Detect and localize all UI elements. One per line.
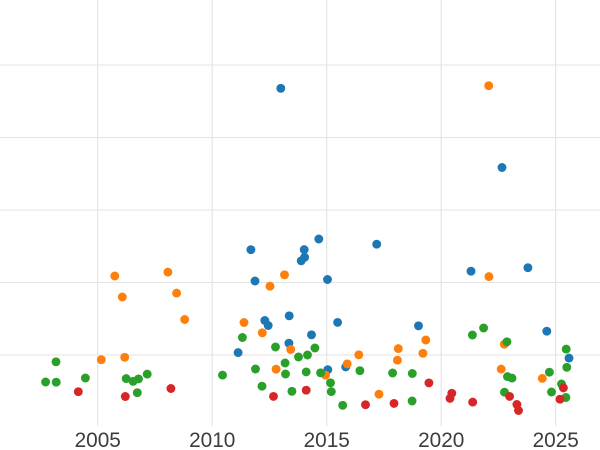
svg-text:2025: 2025 <box>533 429 579 450</box>
svg-text:2015: 2015 <box>304 429 350 450</box>
svg-text:2020: 2020 <box>418 429 464 450</box>
svg-text:2005: 2005 <box>75 429 121 450</box>
svg-text:2010: 2010 <box>189 429 235 450</box>
